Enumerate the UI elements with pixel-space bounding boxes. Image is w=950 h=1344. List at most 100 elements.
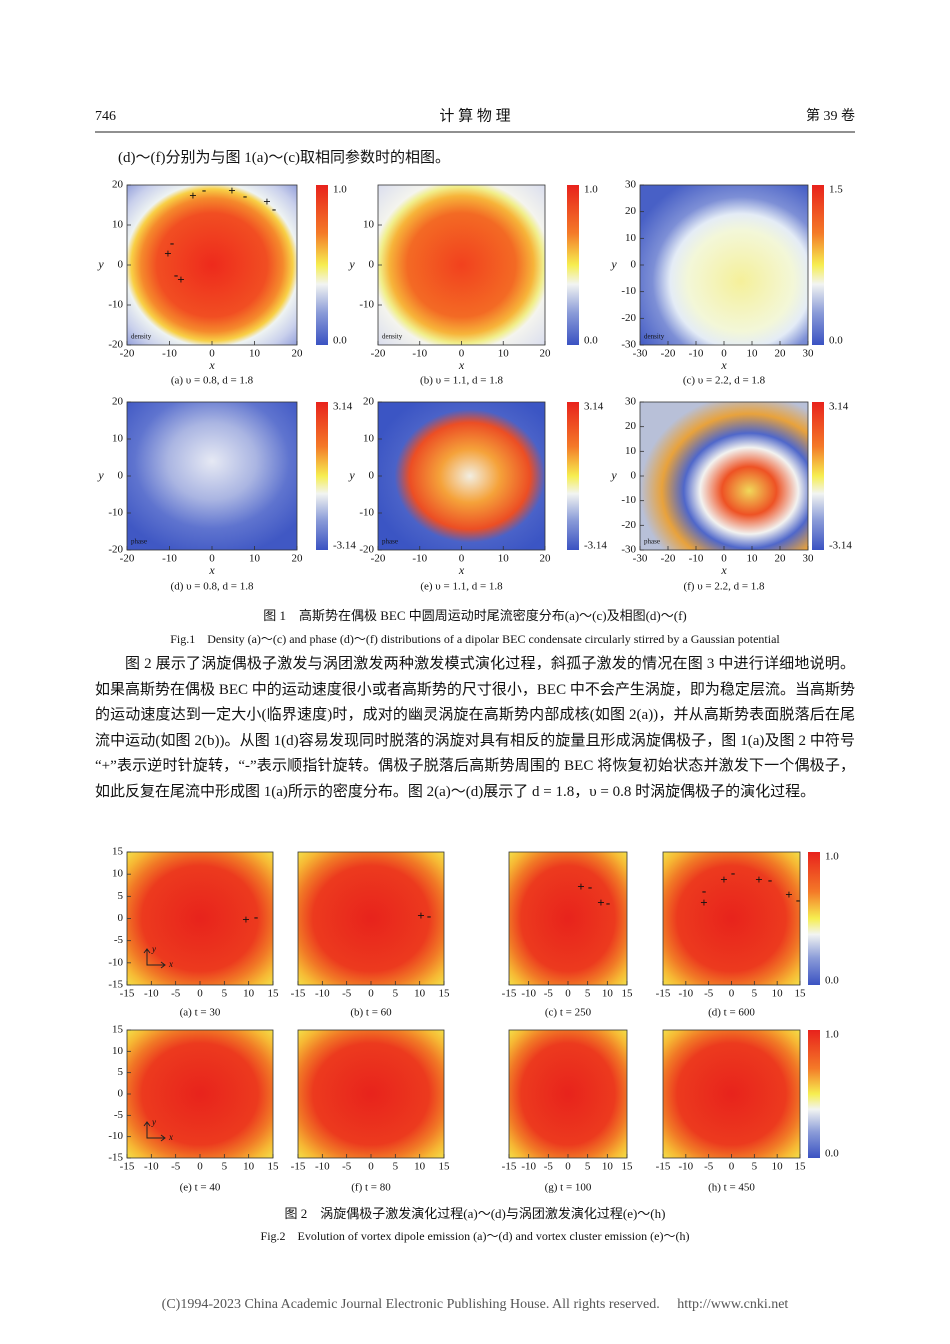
vortex-sign: +: [785, 887, 792, 902]
x-tick-label: 10: [747, 553, 759, 565]
x-tick-label: 10: [249, 348, 261, 360]
panel-caption: (g) t = 100: [545, 1182, 592, 1194]
colorbar-min: -3.14: [333, 540, 356, 552]
panel-image: [127, 402, 297, 550]
x-tick-label: 0: [729, 988, 735, 1000]
colorbar-max: 1.0: [825, 1029, 839, 1041]
panel-image: [298, 1030, 444, 1158]
x-tick-label: 5: [585, 988, 591, 1000]
vortex-sign: -: [170, 235, 174, 250]
y-tick-label: -10: [108, 1130, 123, 1142]
y-axis-label: y: [610, 468, 617, 482]
colorbar-max: 1.0: [584, 184, 598, 196]
colorbar: [812, 185, 824, 345]
x-tick-label: 0: [368, 988, 374, 1000]
x-axis-label: x: [720, 563, 727, 577]
colorbar-min: -3.14: [584, 540, 607, 552]
colorbar-max: 3.14: [584, 401, 604, 413]
colorbar: [316, 402, 328, 550]
x-tick-label: -15: [656, 988, 671, 1000]
x-tick-label: -10: [689, 553, 704, 565]
vortex-sign: -: [174, 267, 178, 282]
axis-indicator-label: y: [151, 1117, 156, 1127]
colorbar-max: 3.14: [333, 401, 353, 413]
x-tick-label: 10: [414, 988, 426, 1000]
y-tick-label: -10: [359, 507, 374, 519]
y-axis-label: y: [348, 468, 355, 482]
y-tick-label: -15: [108, 979, 123, 991]
y-tick-label: 0: [631, 470, 637, 482]
x-tick-label: 5: [752, 1161, 758, 1173]
y-tick-label: -30: [621, 544, 636, 556]
x-tick-label: 10: [772, 988, 784, 1000]
vortex-sign: -: [796, 892, 800, 907]
panel-image: [663, 852, 800, 985]
y-tick-label: 0: [118, 1088, 124, 1100]
y-tick-label: 0: [369, 259, 375, 271]
vortex-sign: -: [272, 201, 276, 216]
y-tick-label: 30: [625, 396, 637, 408]
x-tick-label: -15: [120, 1161, 135, 1173]
panel-image: [509, 1030, 627, 1158]
panel-tag: phase: [644, 538, 660, 546]
colorbar: [812, 402, 824, 550]
x-tick-label: -20: [120, 553, 135, 565]
x-tick-label: 10: [243, 1161, 255, 1173]
y-tick-label: -20: [621, 519, 636, 531]
x-tick-label: 15: [439, 988, 451, 1000]
x-tick-label: -30: [633, 553, 648, 565]
panel-image: [127, 1030, 273, 1158]
x-tick-label: 0: [729, 1161, 735, 1173]
y-tick-label: -10: [359, 299, 374, 311]
y-tick-label: -20: [108, 339, 123, 351]
vortex-sign: -: [202, 182, 206, 197]
y-axis-label: y: [97, 257, 104, 271]
x-tick-label: 10: [602, 988, 614, 1000]
y-axis-label: y: [97, 468, 104, 482]
x-tick-label: 5: [752, 988, 758, 1000]
x-axis-label: x: [208, 358, 215, 372]
copyright: (C)1994-2023 China Academic Journal Elec…: [162, 1297, 789, 1312]
axes-indicator: [143, 948, 166, 969]
panel-caption: (e) t = 40: [180, 1182, 221, 1194]
y-tick-label: -10: [108, 507, 123, 519]
colorbar-min: 0.0: [829, 335, 843, 347]
x-tick-label: -20: [661, 348, 676, 360]
x-tick-label: -10: [315, 988, 330, 1000]
panel-image: [378, 402, 545, 550]
x-tick-label: 15: [795, 988, 807, 1000]
colorbar-min: 0.0: [825, 1148, 839, 1160]
journal-name: 计 算 物 理: [439, 106, 510, 124]
x-tick-label: -10: [412, 348, 427, 360]
panel-caption: (b) t = 60: [350, 1007, 392, 1019]
x-tick-label: 30: [803, 348, 815, 360]
vortex-sign: -: [588, 879, 592, 894]
y-tick-label: -10: [108, 299, 123, 311]
colorbar: [808, 1030, 820, 1158]
y-tick-label: 10: [112, 868, 124, 880]
colorbar: [567, 402, 579, 550]
x-axis-label: x: [458, 358, 465, 372]
x-tick-label: -5: [342, 988, 352, 1000]
panel-caption: (a) υ = 0.8, d = 1.8: [171, 375, 254, 387]
vortex-sign: +: [164, 246, 171, 261]
y-tick-label: 10: [112, 433, 124, 445]
y-tick-label: 5: [118, 890, 124, 902]
y-tick-label: 10: [625, 232, 637, 244]
x-tick-label: -10: [162, 553, 177, 565]
x-axis-label: x: [720, 358, 727, 372]
y-tick-label: 20: [112, 396, 124, 408]
vortex-sign: -: [702, 883, 706, 898]
y-axis-label: y: [610, 257, 617, 271]
panel-image: [640, 402, 808, 550]
x-tick-label: 10: [414, 1161, 426, 1173]
vortex-sign: +: [242, 912, 249, 927]
x-tick-label: 0: [209, 553, 215, 565]
y-tick-label: 15: [112, 1024, 124, 1036]
y-tick-label: -10: [108, 956, 123, 968]
x-tick-label: 15: [268, 988, 280, 1000]
vortex-sign: -: [254, 909, 258, 924]
y-tick-label: -20: [359, 544, 374, 556]
axes-indicator: [143, 1121, 166, 1142]
